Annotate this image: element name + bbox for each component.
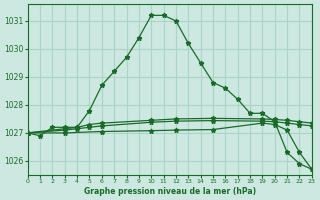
X-axis label: Graphe pression niveau de la mer (hPa): Graphe pression niveau de la mer (hPa)	[84, 187, 256, 196]
